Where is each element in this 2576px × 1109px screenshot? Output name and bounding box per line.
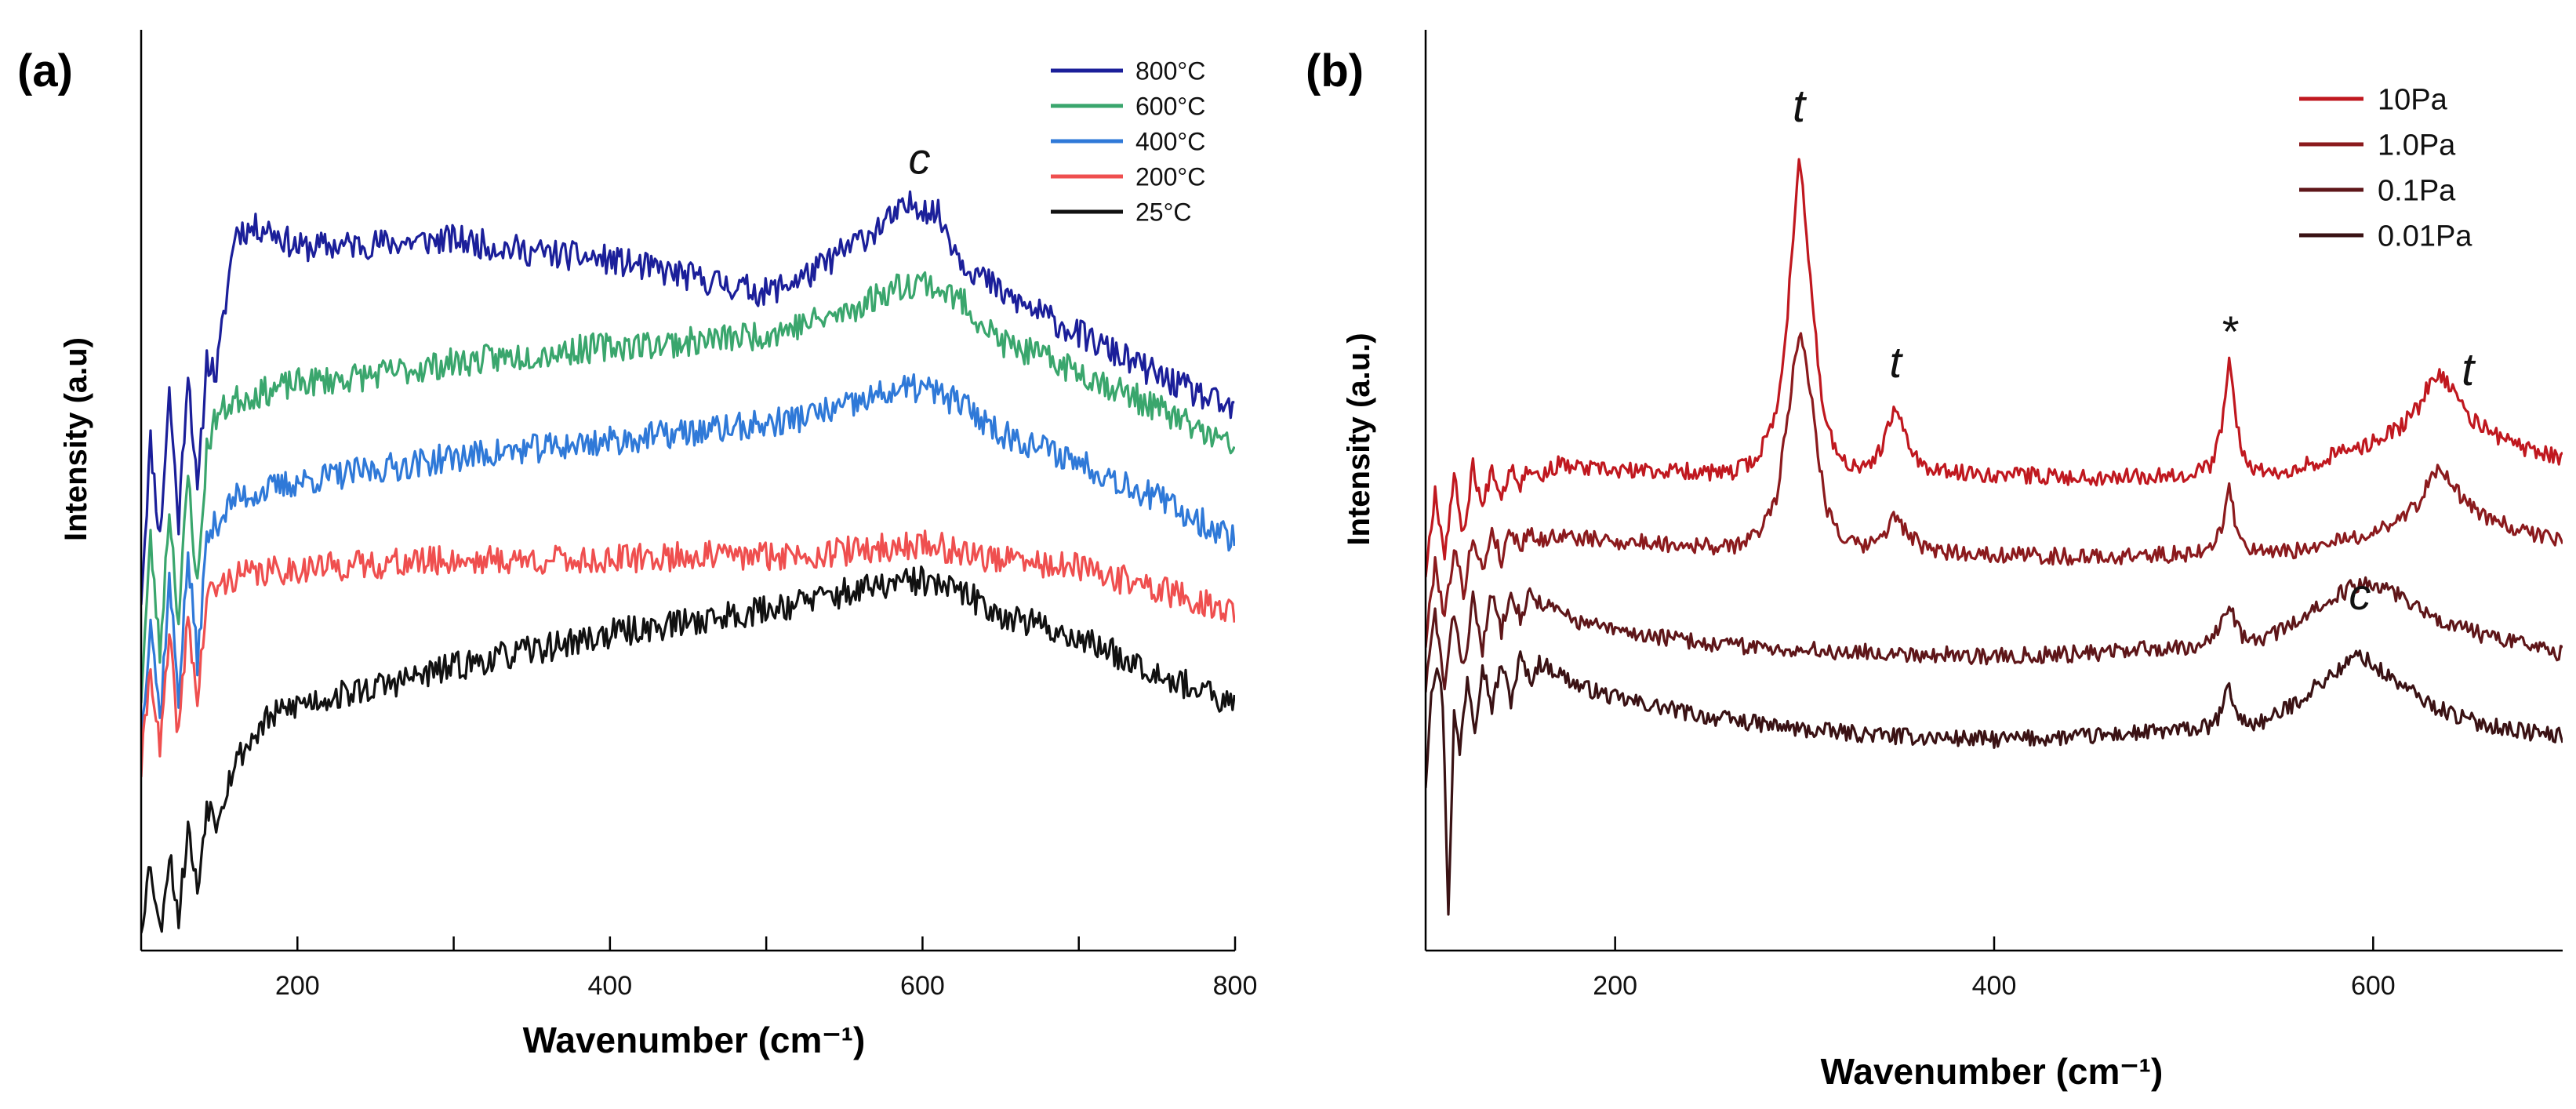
series-line-10pa — [1426, 158, 2563, 578]
peak-annotation: t — [2462, 344, 2476, 395]
legend-entry: 400°C — [1135, 128, 1205, 156]
series-line-800-c — [141, 190, 1235, 605]
peak-annotation: t — [1890, 337, 1904, 387]
x-tick-label: 400 — [587, 971, 632, 1001]
series-line-400-c — [141, 373, 1235, 753]
y-axis-label: Intensity (a.u.) — [1342, 333, 1376, 545]
legend-entry: 0.01Pa — [2378, 220, 2472, 253]
series-group — [141, 190, 1235, 934]
legend-entry: 1.0Pa — [2378, 129, 2456, 162]
legend-entry: 200°C — [1135, 163, 1205, 191]
x-tick-label: 600 — [900, 971, 945, 1001]
peak-annotation: * — [2222, 307, 2240, 356]
series-line-25-c — [141, 565, 1235, 934]
peak-annotation: c — [908, 133, 930, 183]
peak-annotation: t — [1793, 81, 1808, 132]
legend: 10Pa 1.0Pa 0.1Pa 0.01Pa — [2299, 84, 2472, 253]
panel-label: (b) — [1306, 45, 1364, 96]
legend: 800°C 600°C 400°C 200°C 25°C — [1051, 57, 1205, 227]
x-tick-label: 200 — [275, 971, 320, 1001]
chart-panel-b: (b) 200 400 600 Wavenumber (cm⁻¹) Intensity (… — [1306, 30, 2563, 1092]
x-tick-label: 200 — [1593, 971, 1637, 1001]
legend-entry: 0.1Pa — [2378, 175, 2456, 208]
x-tick-label: 600 — [2351, 971, 2396, 1001]
series-group — [1426, 158, 2563, 916]
x-tick-label: 400 — [1972, 971, 2017, 1001]
panel-label: (a) — [17, 45, 73, 96]
legend-entry: 25°C — [1135, 198, 1192, 227]
series-line-0-1pa — [1426, 576, 2563, 693]
x-axis-label: Wavenumber (cm⁻¹) — [523, 1020, 866, 1060]
series-line-0-01pa — [1426, 649, 2563, 916]
y-axis-label: Intensity (a.u) — [59, 337, 93, 541]
legend-entry: 10Pa — [2378, 84, 2448, 117]
series-line-600-c — [141, 271, 1235, 704]
peak-annotation: c — [2349, 569, 2371, 619]
chart-panel-a: (a) 200 400 600 800 Wavenumber (cm⁻¹) Intensit… — [17, 30, 1257, 1060]
series-line-200-c — [141, 529, 1235, 777]
x-axis-label: Wavenumber (cm⁻¹) — [1821, 1051, 2164, 1092]
legend-entry: 800°C — [1135, 57, 1205, 85]
x-tick-label: 800 — [1213, 971, 1258, 1001]
series-line-1-0pa — [1426, 332, 2563, 648]
legend-entry: 600°C — [1135, 93, 1205, 121]
